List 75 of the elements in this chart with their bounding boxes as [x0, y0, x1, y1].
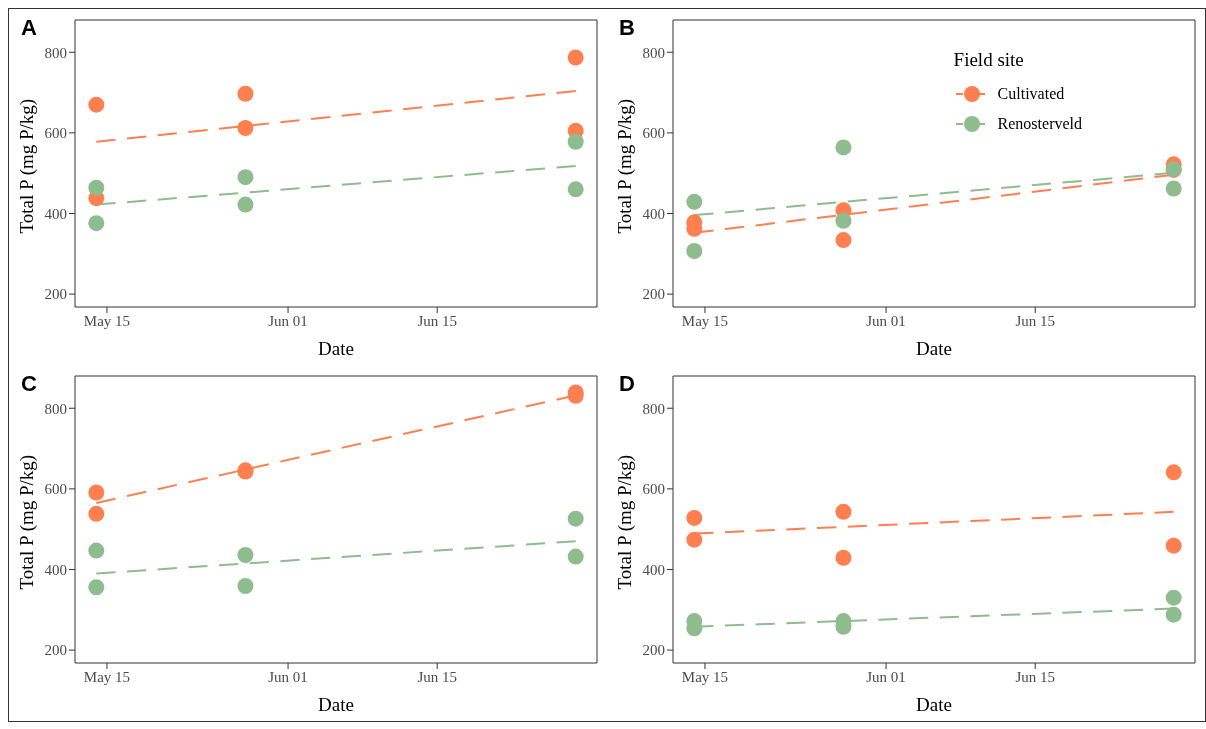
point: [237, 578, 254, 595]
x-axis-title: Date: [916, 694, 952, 715]
point: [1165, 180, 1182, 197]
y-axis-title: Total P (mg P/kg): [15, 98, 38, 234]
x-tick-label: Jun 15: [417, 668, 457, 685]
point: [88, 179, 105, 196]
y-tick-label: 400: [642, 561, 665, 578]
y-tick-label: 800: [642, 44, 665, 61]
point: [237, 196, 254, 213]
point: [88, 96, 105, 113]
y-tick-label: 600: [44, 125, 67, 142]
x-tick-label: Jun 15: [1015, 312, 1055, 329]
y-tick-label: 200: [44, 642, 67, 659]
point: [88, 484, 105, 501]
legend-label: Renosterveld: [997, 115, 1082, 133]
point: [567, 181, 584, 198]
point: [686, 242, 703, 259]
point: [835, 139, 852, 156]
x-axis-title: Date: [916, 338, 952, 359]
y-tick-label: 800: [44, 400, 67, 417]
x-axis-title: Date: [318, 338, 354, 359]
x-tick-label: May 15: [83, 668, 131, 685]
x-tick-label: Jun 15: [1015, 668, 1055, 685]
point: [237, 85, 254, 102]
point: [835, 549, 852, 566]
point: [237, 120, 254, 137]
point: [1165, 537, 1182, 554]
x-tick-label: Jun 15: [417, 312, 457, 329]
x-tick-label: Jun 01: [268, 668, 308, 685]
point: [567, 510, 584, 527]
legend-label: Cultivated: [997, 85, 1065, 103]
point: [88, 505, 105, 522]
point: [835, 212, 852, 229]
chart-title: B: [619, 15, 635, 41]
y-tick-label: 400: [642, 205, 665, 222]
legend-title: Field site: [953, 49, 1025, 71]
point: [567, 548, 584, 565]
point: [237, 169, 254, 186]
x-tick-label: Jun 01: [268, 312, 308, 329]
point: [567, 49, 584, 66]
point: [835, 232, 852, 249]
y-tick-label: 400: [44, 205, 67, 222]
x-tick-label: May 15: [681, 312, 729, 329]
point: [1165, 464, 1182, 481]
point: [835, 503, 852, 520]
y-tick-label: 600: [44, 481, 67, 498]
y-tick-label: 800: [642, 400, 665, 417]
x-axis-title: Date: [318, 694, 354, 715]
chart-title: D: [619, 371, 635, 397]
y-tick-label: 600: [642, 481, 665, 498]
y-tick-label: 400: [44, 561, 67, 578]
point: [686, 509, 703, 526]
y-tick-label: 600: [642, 125, 665, 142]
y-axis-title: Total P (mg P/kg): [613, 98, 636, 234]
x-tick-label: Jun 01: [866, 312, 906, 329]
point: [1165, 589, 1182, 606]
x-tick-label: May 15: [83, 312, 131, 329]
point: [88, 215, 105, 232]
point: [1165, 606, 1182, 623]
y-tick-label: 200: [642, 642, 665, 659]
y-axis-title: Total P (mg P/kg): [613, 454, 636, 590]
y-tick-label: 200: [44, 286, 67, 303]
x-tick-label: Jun 01: [866, 668, 906, 685]
point: [237, 546, 254, 563]
y-tick-label: 800: [44, 44, 67, 61]
y-axis-title: Total P (mg P/kg): [15, 454, 38, 590]
x-tick-label: May 15: [681, 668, 729, 685]
point: [686, 193, 703, 210]
chart-title: A: [21, 15, 37, 41]
point: [686, 531, 703, 548]
chart-title: C: [21, 371, 37, 397]
point: [88, 579, 105, 596]
y-tick-label: 200: [642, 286, 665, 303]
point: [88, 542, 105, 559]
point: [567, 133, 584, 150]
